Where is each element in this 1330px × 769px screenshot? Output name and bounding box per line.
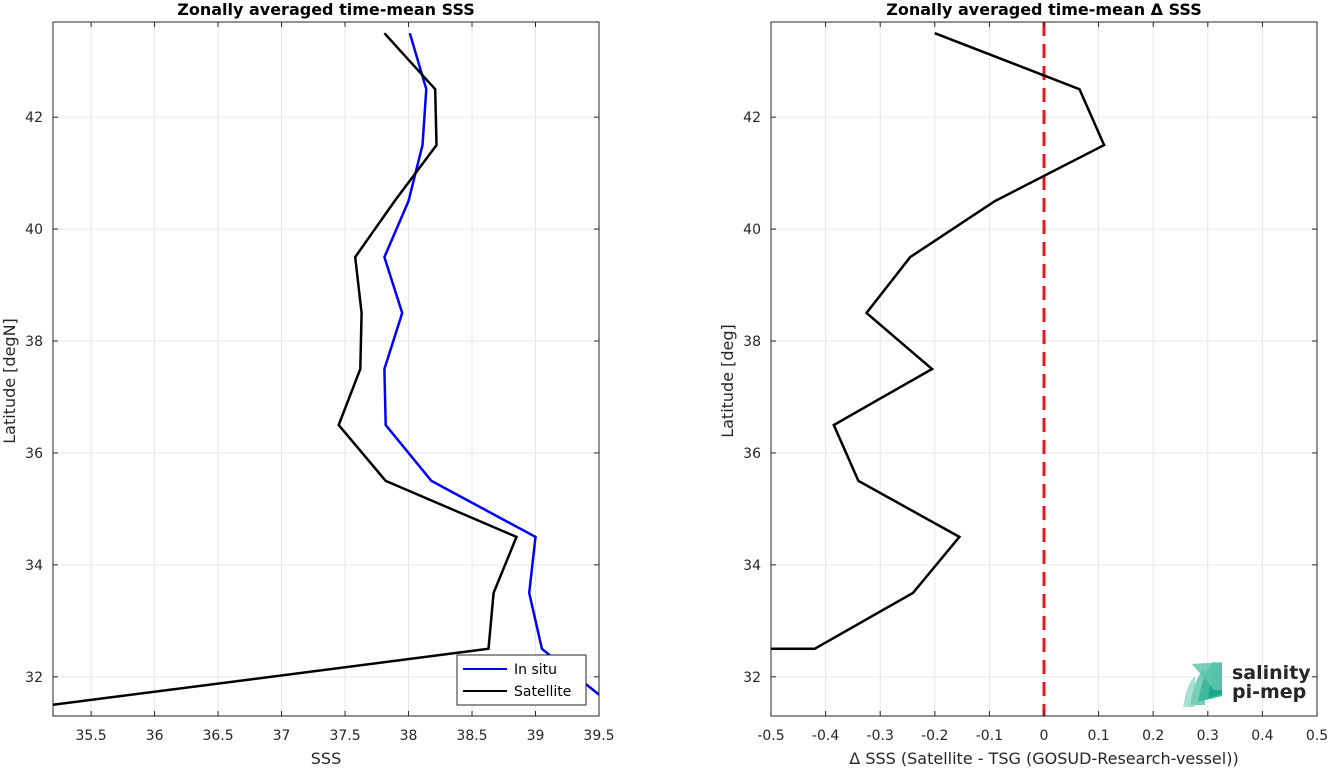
delta-sss-x-tick-label-0-5: -0.5 xyxy=(757,728,784,744)
delta-sss-x-axis-label: Δ SSS (Satellite - TSG (GOSUD-Research-v… xyxy=(849,749,1238,768)
sss-x-tick-label-39-5: 39.5 xyxy=(583,728,614,744)
delta-sss-y-tick-label-36: 36 xyxy=(743,446,761,462)
sss-y-tick-label-40: 40 xyxy=(25,222,43,238)
delta-sss-panel: -0.5 -0.4 -0.3 -0.2 -0.1 0 0.1 0.2 0.3 0.4 0.5 32 34… xyxy=(718,0,1328,768)
sss-y-tick-label-34: 34 xyxy=(25,558,43,574)
delta-sss-grid xyxy=(770,22,1318,716)
sss-x-tick-label-38-5: 38.5 xyxy=(456,728,487,744)
sss-panel: 35.5 36 36.5 37 37.5 38 38.5 39 39.5 32 34 36 38 40 42… xyxy=(0,0,615,768)
delta-sss-ticks: -0.5 -0.4 -0.3 -0.2 -0.1 0 0.1 0.2 0.3 0.4 0.5 32 34… xyxy=(743,22,1328,744)
sss-x-tick-label-35-5: 35.5 xyxy=(76,728,107,744)
delta-sss-y-tick-label-40: 40 xyxy=(743,222,761,238)
sss-x-tick-label-37-5: 37.5 xyxy=(329,728,360,744)
sss-grid xyxy=(53,22,600,716)
sss-x-tick-label-36-5: 36.5 xyxy=(202,728,233,744)
logo-text-salinity: salinity xyxy=(1232,662,1311,684)
sss-x-tick-label-36: 36 xyxy=(146,728,164,744)
delta-sss-x-tick-label-0-3: -0.3 xyxy=(867,728,894,744)
sss-y-tick-label-32: 32 xyxy=(25,670,43,686)
sss-x-tick-label-38: 38 xyxy=(400,728,418,744)
delta-sss-x-tick-label-0-3: 0.3 xyxy=(1197,728,1219,744)
sss-y-tick-label-38: 38 xyxy=(25,334,43,350)
delta-sss-x-tick-label-0-5: 0.5 xyxy=(1306,728,1328,744)
delta-sss-x-tick-label-0-4: 0.4 xyxy=(1251,728,1273,744)
sss-line-satellite xyxy=(53,32,519,707)
legend-label-in-situ: In situ xyxy=(514,662,557,678)
delta-sss-line-series-0 xyxy=(771,32,1106,651)
delta-sss-x-tick-label-0-1: 0.1 xyxy=(1087,728,1109,744)
delta-sss-y-tick-label-38: 38 xyxy=(743,334,761,350)
delta-sss-y-axis-label: Latitude [deg] xyxy=(718,324,737,438)
delta-sss-x-tick-label-0-2: -0.2 xyxy=(921,728,948,744)
delta-sss-y-tick-label-32: 32 xyxy=(743,670,761,686)
sss-y-axis-label: Latitude [degN] xyxy=(0,318,19,444)
delta-sss-chart-title: Zonally averaged time-mean Δ SSS xyxy=(886,0,1202,19)
delta-sss-lines xyxy=(771,22,1106,716)
sss-axes-frame xyxy=(52,21,600,717)
legend-label-satellite: Satellite xyxy=(514,684,571,700)
delta-sss-y-tick-label-34: 34 xyxy=(743,558,761,574)
sss-line-in-situ xyxy=(383,32,599,697)
delta-sss-x-tick-label-0-4: -0.4 xyxy=(812,728,839,744)
sss-y-tick-label-36: 36 xyxy=(25,446,43,462)
delta-sss-x-tick-label-0-1: -0.1 xyxy=(976,728,1003,744)
delta-sss-x-tick-label-0: 0 xyxy=(1040,728,1049,744)
salinity-pi-mep-logo: salinity pi-mep xyxy=(1183,662,1311,707)
sss-x-tick-label-39: 39 xyxy=(527,728,545,744)
legend-box xyxy=(456,654,587,706)
logo-text-pi-mep: pi-mep xyxy=(1232,681,1306,703)
sss-ticks: 35.5 36 36.5 37 37.5 38 38.5 39 39.5 32 34 36 38 40 42 xyxy=(25,22,615,744)
sss-x-axis-label: SSS xyxy=(311,749,341,768)
delta-sss-y-tick-label-42: 42 xyxy=(743,110,761,126)
sss-x-tick-label-37: 37 xyxy=(273,728,291,744)
delta-sss-x-tick-label-0-2: 0.2 xyxy=(1142,728,1164,744)
sss-lines xyxy=(53,32,599,707)
legend: In situ Satellite xyxy=(456,654,587,706)
sss-chart-title: Zonally averaged time-mean SSS xyxy=(177,0,475,19)
wave-icon xyxy=(1183,662,1222,707)
sss-y-tick-label-42: 42 xyxy=(25,110,43,126)
